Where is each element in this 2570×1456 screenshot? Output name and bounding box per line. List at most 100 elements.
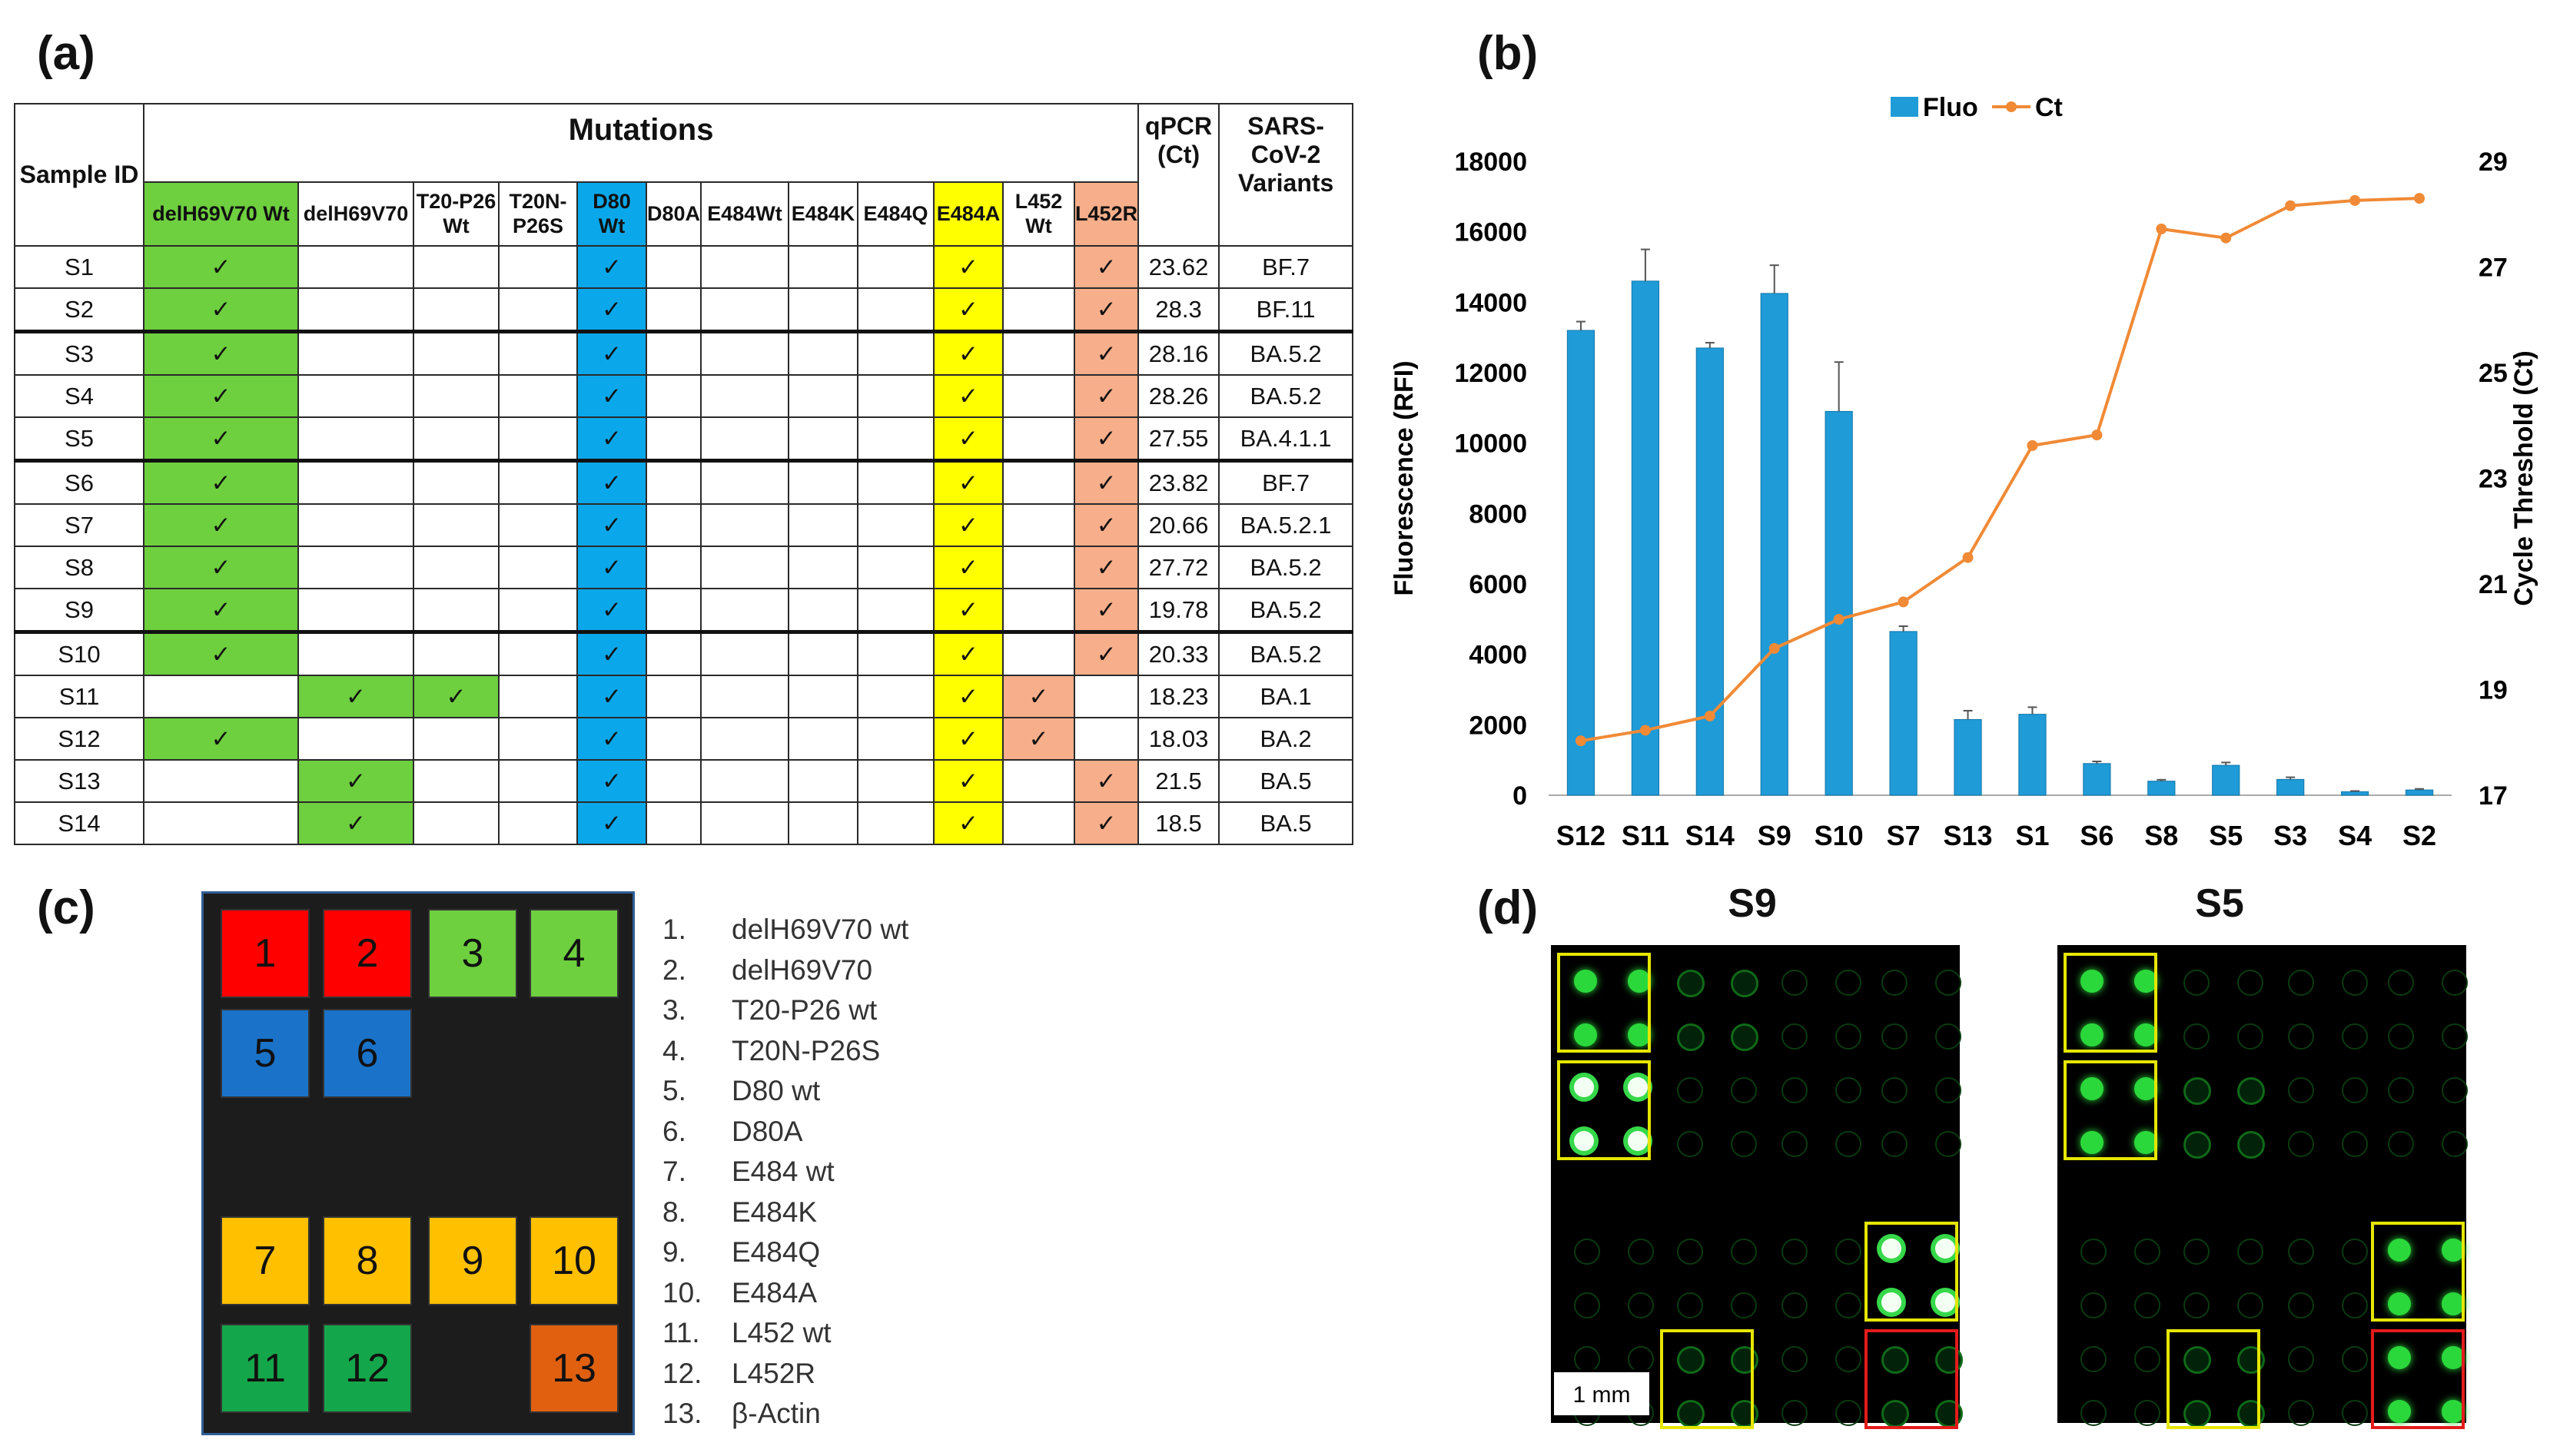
mutation-cell: [297, 717, 414, 761]
array-spot: [1628, 1023, 1651, 1046]
sample-id-cell: S9: [14, 588, 144, 633]
array-spot: [1574, 1023, 1597, 1046]
sample-id-cell: S5: [14, 416, 144, 462]
x-tick-label: S6: [2080, 820, 2113, 851]
array-spot: [2342, 1077, 2368, 1103]
mutation-cell: [297, 416, 414, 462]
positive-box: [1557, 953, 1651, 1053]
mutation-cell: [645, 546, 702, 589]
mutation-cell: ✓: [933, 588, 1004, 633]
mutation-cell: ✓: [933, 675, 1004, 718]
legend-number: 6.: [662, 1115, 686, 1147]
array-square-1: 1: [221, 909, 310, 998]
array-square-12: 12: [323, 1324, 412, 1413]
x-tick-label: S2: [2402, 820, 2436, 851]
array-spot: [1835, 1077, 1861, 1103]
sample-id-cell: S13: [14, 759, 144, 803]
array-spot: [2134, 1077, 2157, 1100]
legend-item: 6. D80A: [662, 1112, 908, 1153]
array-spot: [2237, 1346, 2265, 1374]
array-spot: [2183, 1023, 2210, 1050]
reference-box: [1864, 1329, 1958, 1429]
mutation-cell: ✓: [576, 801, 647, 845]
y-tick-label: 14000: [1454, 288, 1527, 317]
column-header-6: E484Wt: [700, 181, 790, 247]
array-spot: [1677, 1131, 1703, 1157]
positive-box: [2064, 1060, 2157, 1160]
mutation-cell: [700, 675, 790, 718]
mutation-cell: ✓: [933, 630, 1004, 676]
legend-number: 10.: [662, 1276, 702, 1308]
mutation-cell: [857, 717, 935, 761]
mutation-cell: [297, 287, 414, 333]
sample-id-cell: S10: [14, 630, 144, 676]
column-header-7: E484K: [788, 181, 859, 247]
array-spot: [1835, 1131, 1861, 1157]
mutation-cell: [788, 416, 859, 462]
array-spot: [2442, 1400, 2465, 1423]
legend-text: D80 wt: [732, 1075, 821, 1107]
array-spot: [2288, 1346, 2314, 1372]
mutation-cell: [413, 374, 500, 418]
mutation-cell: [498, 588, 578, 633]
array-spot: [1881, 1292, 1901, 1312]
mutation-cell: [413, 287, 500, 333]
array-spot: [2442, 970, 2468, 996]
x-tick-label: S8: [2144, 820, 2178, 851]
ct-point-S1: [2027, 439, 2038, 451]
mutation-cell: [788, 630, 859, 676]
bar-S11: [1631, 280, 1660, 796]
array-spot: [1781, 970, 1808, 996]
mutation-cell: ✓: [143, 330, 299, 376]
array-spot: [2080, 1292, 2107, 1318]
y2-tick-label: 17: [2479, 781, 2508, 811]
legend-text: E484K: [732, 1196, 818, 1228]
array-spot: [1881, 1077, 1908, 1103]
array-spot: [2442, 1077, 2468, 1103]
array-spot: [2183, 1346, 2211, 1374]
array-spot: [2342, 1400, 2368, 1426]
variant-cell: BF.11: [1218, 287, 1354, 333]
mutation-cell: ✓: [576, 330, 647, 376]
mutation-cell: [1002, 330, 1076, 376]
mutation-cell: ✓: [576, 759, 647, 803]
mutation-cell: [700, 330, 790, 376]
ct-point-S4: [2349, 194, 2361, 206]
mutation-cell: [413, 546, 500, 589]
mutation-cell: ✓: [413, 675, 500, 718]
legend-item: 8. E484K: [662, 1192, 908, 1233]
legend-text: delH69V70 wt: [732, 914, 909, 946]
legend-text: β-Actin: [732, 1398, 821, 1430]
x-tick-label: S3: [2273, 820, 2307, 851]
array-spot: [2134, 1292, 2160, 1318]
mutation-cell: [857, 330, 935, 376]
array-square-11: 11: [221, 1324, 310, 1413]
bar-S1: [2018, 714, 2047, 796]
sample-id-cell: S7: [14, 503, 144, 547]
array-spot: [1781, 1400, 1808, 1426]
mutation-cell: ✓: [1074, 630, 1140, 676]
array-spot: [1731, 1346, 1758, 1374]
array-spot: [2388, 1131, 2414, 1157]
array-spot: [2183, 970, 2210, 996]
variant-cell: BA.5.2.1: [1218, 503, 1354, 547]
array-spot: [1628, 1077, 1648, 1097]
ct-point-S9: [1768, 642, 1780, 654]
ct-point-S3: [2285, 200, 2296, 211]
mutation-cell: [857, 416, 935, 462]
legend-number: 12.: [662, 1357, 702, 1389]
mutation-cell: [788, 546, 859, 589]
mutation-cell: ✓: [1074, 287, 1140, 333]
mutation-cell: [700, 459, 790, 505]
array-spot: [2237, 1131, 2265, 1159]
mutation-cell: ✓: [576, 459, 647, 505]
mutation-cell: [297, 459, 414, 505]
array-spot: [1781, 1131, 1808, 1157]
table-row: S10 ✓ ✓ ✓ ✓ 20.33 BA.5.2: [14, 630, 1354, 676]
table-row: S14 ✓ ✓ ✓ ✓ 18.5 BA.5: [14, 801, 1354, 845]
y-axis-label: Fluorescence (RFI): [1390, 360, 1419, 595]
column-header-4: D80 Wt: [576, 181, 647, 247]
ct-cell: 27.55: [1137, 416, 1220, 462]
legend-number: 2.: [662, 954, 686, 986]
mutation-cell: [788, 374, 859, 418]
